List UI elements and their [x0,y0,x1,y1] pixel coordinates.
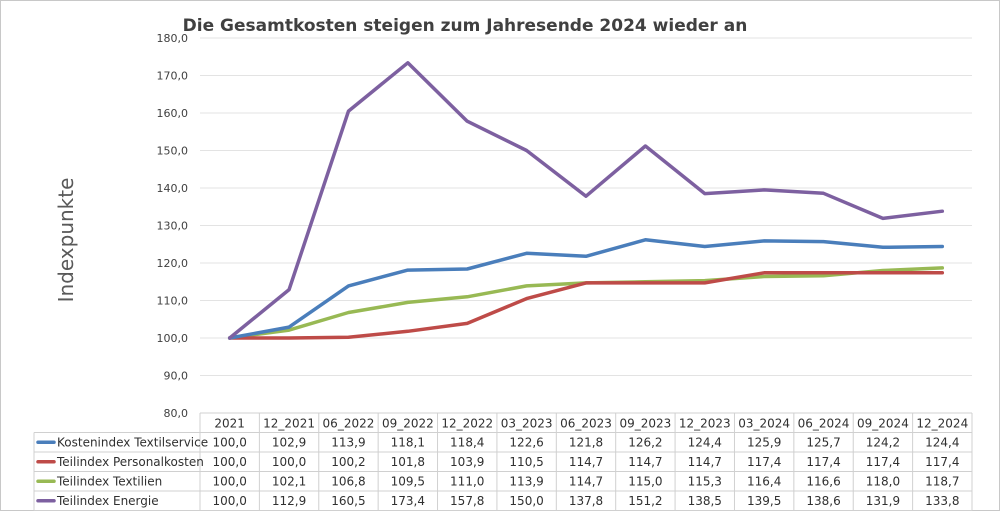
x-category-label: 06_2023 [560,417,612,431]
data-label: 101,8 [391,455,425,469]
x-category-label: 12_2022 [441,417,493,431]
data-label: 112,9 [272,494,306,508]
series-line-teilindex-textilien [227,266,945,340]
data-label: 117,4 [925,455,959,469]
y-tick-label: 90,0 [164,370,189,383]
data-label: 125,7 [806,435,840,449]
series-line-kostenindex-textilservice [227,238,945,340]
legend-label: Teilindex Personalkosten [56,455,204,469]
data-label: 118,4 [450,435,484,449]
data-label: 111,0 [450,474,484,488]
y-tick-label: 110,0 [157,295,189,308]
y-axis-ticks: 80,0 90,0 100,0 110,0 120,0 130,0 140,0 150,0 16… [157,32,189,420]
legend-label: Teilindex Textilien [56,474,162,488]
data-label: 114,7 [569,474,603,488]
y-tick-label: 80,0 [164,407,189,420]
data-label: 160,5 [331,494,365,508]
data-label: 102,1 [272,474,306,488]
data-label: 100,0 [213,474,247,488]
data-label: 124,2 [866,435,900,449]
y-tick-label: 180,0 [157,32,189,45]
data-label: 126,2 [628,435,662,449]
y-axis-label: Indexpunkte [54,178,78,303]
data-label: 109,5 [391,474,425,488]
data-label: 118,0 [866,474,900,488]
x-category-label: 09_2023 [619,417,671,431]
x-category-label: 06_2022 [323,417,375,431]
chart-title: Die Gesamtkosten steigen zum Jahresende … [183,16,748,36]
data-label: 114,7 [569,455,603,469]
legend-label: Kostenindex Textilservice [57,435,208,449]
data-label: 115,3 [688,474,722,488]
data-label: 138,6 [806,494,840,508]
data-label: 150,0 [509,494,543,508]
y-tick-label: 170,0 [157,70,189,83]
data-label: 118,1 [391,435,425,449]
y-tick-label: 120,0 [157,257,189,270]
data-label: 121,8 [569,435,603,449]
data-label: 110,5 [509,455,543,469]
data-label: 114,7 [628,455,662,469]
x-category-label: 03_2024 [738,417,790,431]
data-label: 139,5 [747,494,781,508]
data-label: 100,0 [213,435,247,449]
series-lines [227,61,945,340]
data-label: 100,0 [272,455,306,469]
data-table: 2021 12_2021 06_2022 09_2022 12_2022 03_2023 0… [33,412,973,511]
data-label: 133,8 [925,494,959,508]
data-label: 102,9 [272,435,306,449]
x-category-label: 03_2023 [501,417,553,431]
data-label: 113,9 [509,474,543,488]
legend-label: Teilindex Energie [56,494,159,508]
data-label: 116,4 [747,474,781,488]
data-label: 100,0 [213,494,247,508]
data-label: 122,6 [509,435,543,449]
data-label: 151,2 [628,494,662,508]
data-label: 173,4 [391,494,425,508]
x-category-label: 06_2024 [798,417,850,431]
x-category-label: 12_2023 [679,417,731,431]
x-category-label: 12_2024 [916,417,968,431]
y-tick-label: 140,0 [157,182,189,195]
data-label: 114,7 [688,455,722,469]
y-tick-label: 150,0 [157,145,189,158]
x-category-label: 09_2024 [857,417,909,431]
data-label: 117,4 [806,455,840,469]
x-category-label: 12_2021 [263,417,315,431]
gridlines [200,37,972,376]
data-label: 103,9 [450,455,484,469]
y-tick-label: 160,0 [157,107,189,120]
data-label: 116,6 [806,474,840,488]
series-line-teilindex-personalkosten [227,271,945,340]
data-label: 106,8 [331,474,365,488]
data-label: 118,7 [925,474,959,488]
data-label: 157,8 [450,494,484,508]
data-label: 100,0 [213,455,247,469]
data-label: 138,5 [688,494,722,508]
data-label: 124,4 [925,435,959,449]
data-label: 100,2 [331,455,365,469]
data-label: 113,9 [331,435,365,449]
data-label: 117,4 [747,455,781,469]
y-tick-label: 130,0 [157,220,189,233]
series-line-teilindex-energie [227,61,945,340]
x-category-label: 2021 [214,417,245,431]
data-label: 117,4 [866,455,900,469]
data-label: 137,8 [569,494,603,508]
x-category-label: 09_2022 [382,417,434,431]
data-label: 131,9 [866,494,900,508]
y-tick-label: 100,0 [157,332,189,345]
data-label: 125,9 [747,435,781,449]
data-label: 124,4 [688,435,722,449]
data-label: 115,0 [628,474,662,488]
